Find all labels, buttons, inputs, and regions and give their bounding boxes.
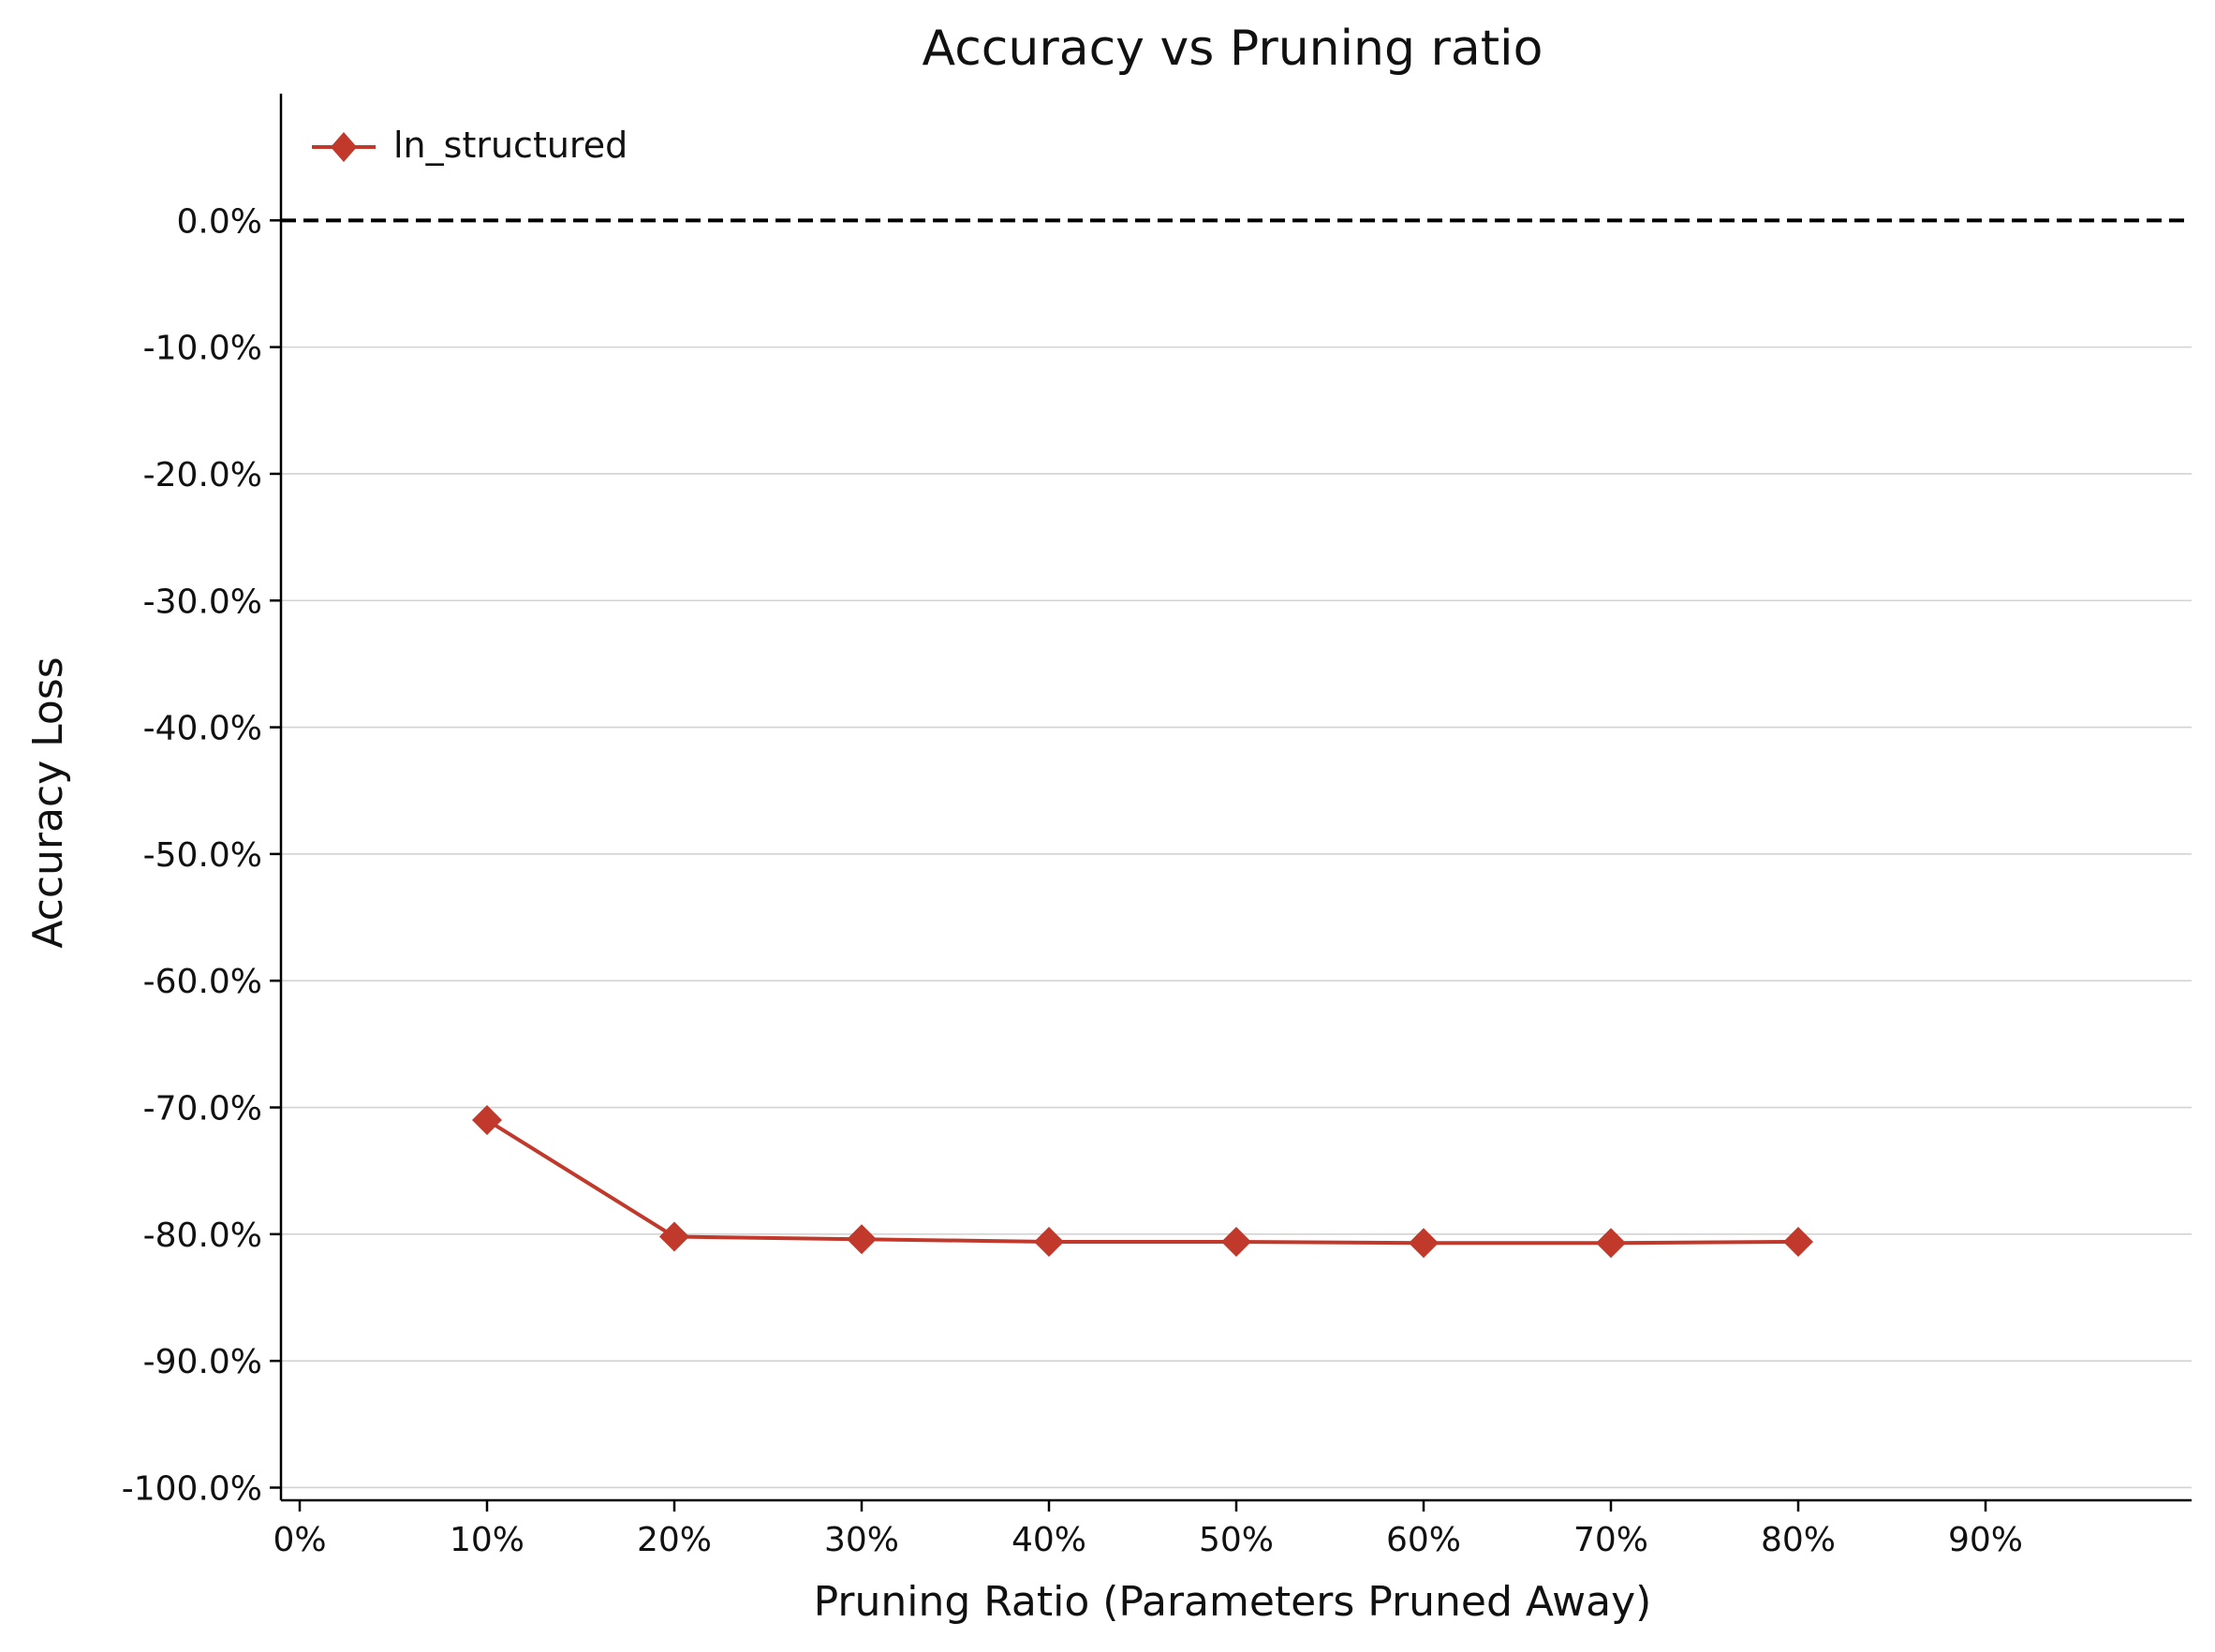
y-tick-label: -80.0% [143,1217,262,1255]
y-tick-label: -90.0% [143,1343,262,1381]
grid-layer [281,346,2192,1489]
y-tick-label: -60.0% [143,963,262,1001]
chart-title: Accuracy vs Pruning ratio [923,21,1543,77]
x-tick-label: 50% [1199,1521,1274,1559]
data-point [1596,1228,1626,1259]
data-point [847,1224,877,1255]
legend-marker [331,132,357,162]
y-tick-label: -30.0% [143,583,262,621]
series-layer [472,1105,1813,1259]
y-tick-label: -10.0% [143,330,262,368]
data-point [659,1221,689,1252]
data-point [1221,1226,1251,1257]
x-tick-label: 10% [450,1521,524,1559]
y-tick-label: -20.0% [143,456,262,494]
y-axis-ticks: 0.0% -10.0% -20.0% -30.0% -40.0% -50.0% -60.0%… [122,202,281,1508]
y-tick-label: -70.0% [143,1090,262,1128]
y-tick-label: 0.0% [177,202,262,241]
y-axis-label: Accuracy Loss [24,656,72,948]
x-tick-label: 30% [824,1521,899,1559]
legend-label: ln_structured [393,125,628,166]
x-tick-label: 20% [637,1521,712,1559]
data-point [1783,1226,1813,1257]
x-tick-label: 40% [1012,1521,1086,1559]
series-line [485,1118,1799,1246]
y-tick-label: -50.0% [143,836,262,875]
x-tick-label: 80% [1761,1521,1836,1559]
legend: ln_structured [312,125,628,166]
y-tick-label: -100.0% [122,1469,262,1508]
data-point [1409,1228,1439,1259]
x-tick-label: 70% [1573,1521,1648,1559]
x-axis-label: Pruning Ratio (Parameters Pruned Away) [814,1578,1652,1626]
x-tick-label: 0% [273,1521,326,1559]
data-point [1034,1226,1064,1257]
data-point [472,1105,502,1136]
x-tick-label: 60% [1386,1521,1461,1559]
y-tick-label: -40.0% [143,710,262,748]
x-tick-label: 90% [1948,1521,2023,1559]
x-axis-ticks: 0% 10% 20% 30% 40% 50% 60% 70% 80% 90% [273,1500,2023,1559]
